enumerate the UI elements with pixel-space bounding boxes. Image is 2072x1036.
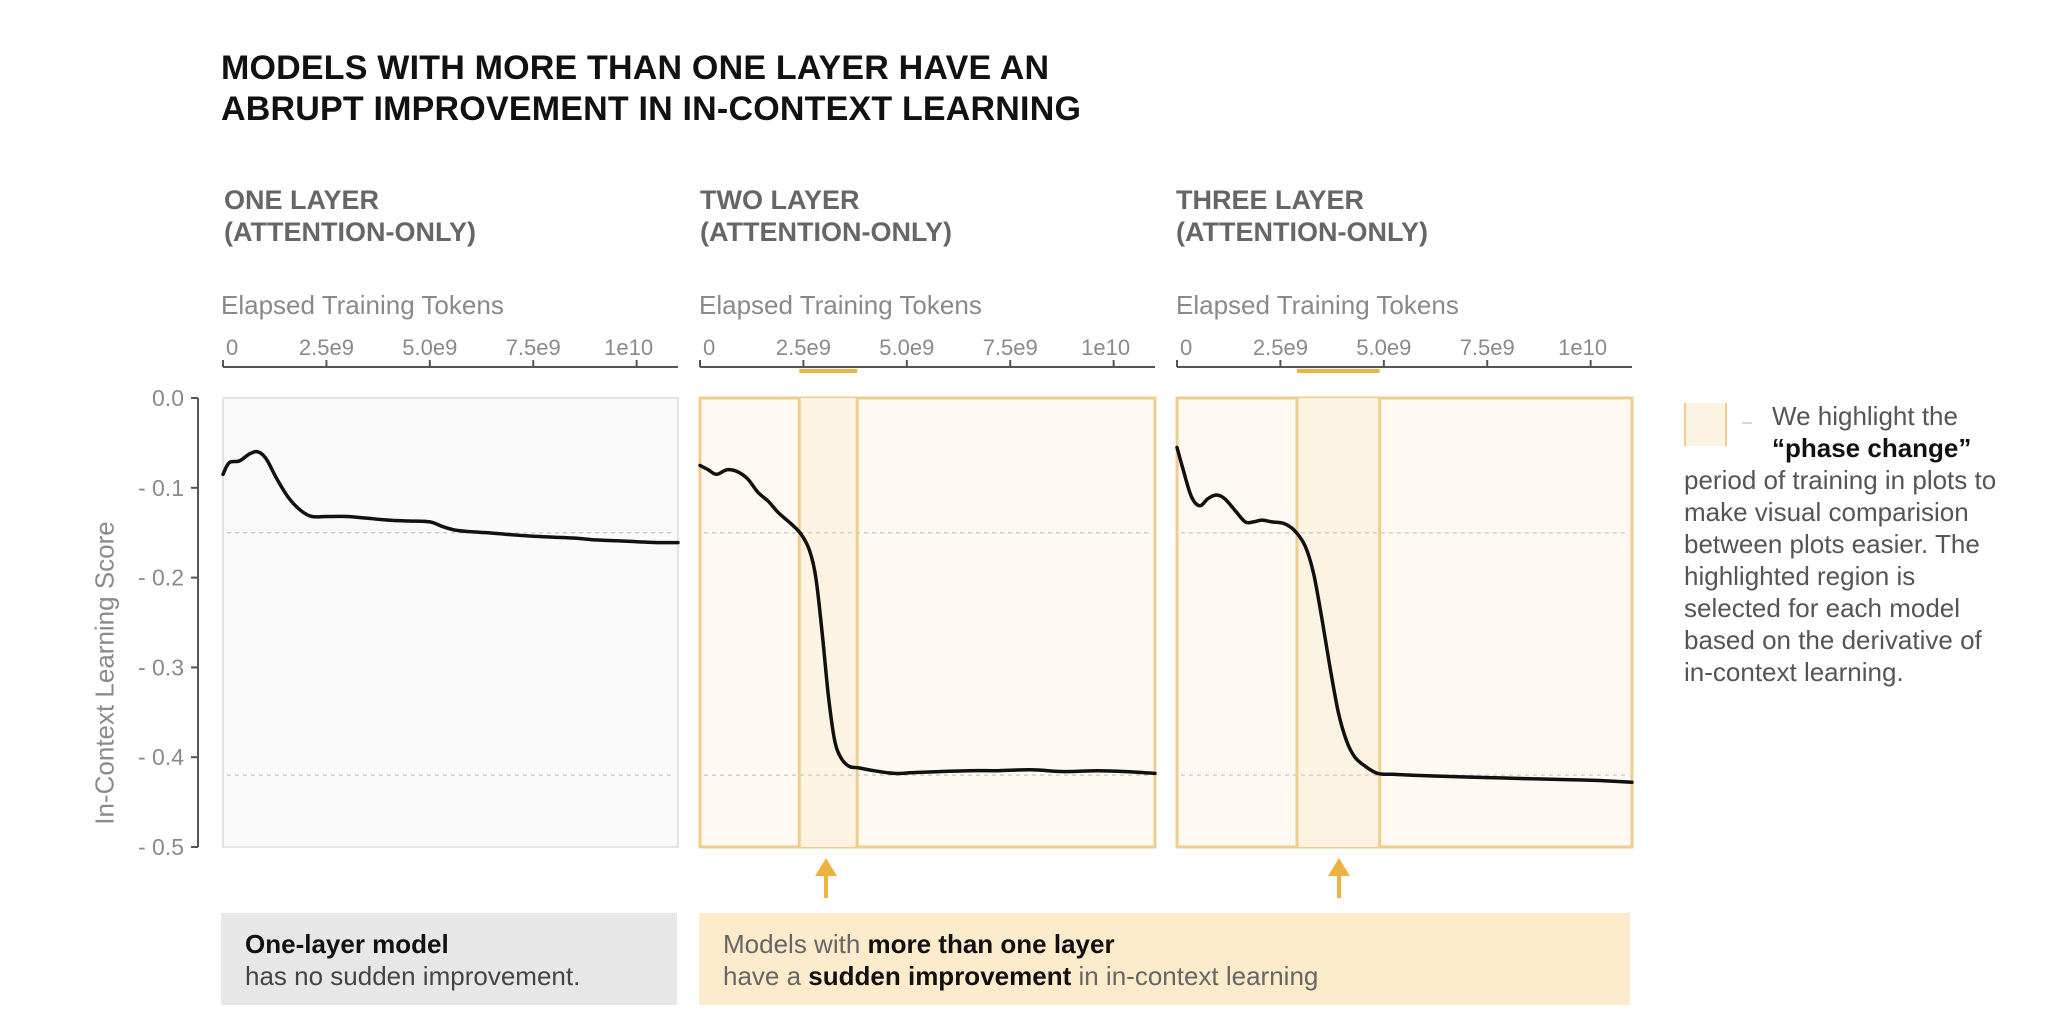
panel-title-line1: ONE LAYER xyxy=(224,185,380,215)
x-tick-label: 2.5e9 xyxy=(299,335,354,360)
series-line xyxy=(1175,445,1634,785)
x-tick-label: 5.0e9 xyxy=(879,335,934,360)
callout-text: in in-context learning xyxy=(1071,961,1319,991)
x-tick-label: 2.5e9 xyxy=(776,335,831,360)
legend-text-line: selected for each model xyxy=(1684,593,1961,623)
phase-change-band xyxy=(1296,398,1380,847)
callout-emphasis: sudden improvement xyxy=(808,961,1072,991)
main-title-line2: ABRUPT IMPROVEMENT IN IN-CONTEXT LEARNIN… xyxy=(221,90,1082,128)
panel-title-line2: (ATTENTION-ONLY) xyxy=(1176,217,1428,247)
x-tick-label: 7.5e9 xyxy=(506,335,561,360)
x-tick-label: 1e10 xyxy=(1081,335,1130,360)
x-tick-label: 7.5e9 xyxy=(1460,335,1515,360)
callout-text: Models with xyxy=(723,929,868,959)
series-line xyxy=(698,463,1157,776)
panel-title-line2: (ATTENTION-ONLY) xyxy=(700,217,952,247)
legend-text-line: period of training in plots to xyxy=(1684,465,1997,495)
phase-change-legend: We highlight the “phase change” period o… xyxy=(1684,400,2044,688)
x-axis-label: Elapsed Training Tokens xyxy=(1176,290,1459,320)
y-tick-label: - 0.3 xyxy=(138,654,184,680)
callout-emphasis: One-layer model xyxy=(245,929,449,959)
x-tick-label: 5.0e9 xyxy=(1356,335,1411,360)
panel-title-line2: (ATTENTION-ONLY) xyxy=(224,217,476,247)
phase-change-swatch xyxy=(1684,403,1727,446)
callout-text: have a xyxy=(723,961,809,991)
plot-area xyxy=(1175,396,1634,849)
x-tick-label: 1e10 xyxy=(1558,335,1607,360)
plot-area xyxy=(222,397,679,848)
y-tick-label: 0.0 xyxy=(152,385,184,411)
y-tick-label: - 0.4 xyxy=(138,744,184,770)
legend-text-line: in-context learning. xyxy=(1684,657,1904,687)
legend-text-line: between plots easier. The xyxy=(1684,529,1980,559)
plot-area xyxy=(698,396,1157,849)
phase-change-arrow-head xyxy=(1328,858,1350,876)
x-tick-label: 0 xyxy=(1180,335,1192,360)
panel-title-two-layer: TWO LAYER (ATTENTION-ONLY) xyxy=(700,184,1160,248)
series-line xyxy=(221,449,680,545)
x-tick-label: 5.0e9 xyxy=(402,335,457,360)
x-tick-label: 7.5e9 xyxy=(983,335,1038,360)
x-tick-label: 1e10 xyxy=(604,335,653,360)
main-title-line1: MODELS WITH MORE THAN ONE LAYER HAVE AN xyxy=(221,49,1050,87)
callout-text: has no sudden improvement. xyxy=(245,961,581,991)
panel-title-one-layer: ONE LAYER (ATTENTION-ONLY) xyxy=(224,184,684,248)
legend-text-emphasis: “phase change” xyxy=(1772,433,1972,463)
legend-text-line1: We highlight the xyxy=(1772,401,1958,431)
panel-title-three-layer: THREE LAYER (ATTENTION-ONLY) xyxy=(1176,184,1636,248)
panel-title-line1: THREE LAYER xyxy=(1176,185,1365,215)
legend-text-line: make visual comparision xyxy=(1684,497,1969,527)
callout-emphasis: more than one layer xyxy=(867,929,1115,959)
multi-layer-callout: Models with more than one layer have a s… xyxy=(699,913,1630,1005)
legend-connector xyxy=(1742,422,1752,424)
phase-change-arrow-head xyxy=(815,858,837,876)
legend-text-line: highlighted region is xyxy=(1684,561,1916,591)
x-tick-label: 0 xyxy=(703,335,715,360)
x-tick-label: 2.5e9 xyxy=(1253,335,1308,360)
panel-title-line1: TWO LAYER xyxy=(700,185,860,215)
x-axis-label: Elapsed Training Tokens xyxy=(221,290,504,320)
y-tick-label: - 0.5 xyxy=(138,834,184,860)
y-tick-label: - 0.1 xyxy=(138,475,184,501)
main-title: MODELS WITH MORE THAN ONE LAYER HAVE AN … xyxy=(221,48,1321,130)
x-axis-label: Elapsed Training Tokens xyxy=(699,290,982,320)
phase-change-band xyxy=(799,398,858,847)
legend-text-line: based on the derivative of xyxy=(1684,625,1982,655)
y-tick-label: - 0.2 xyxy=(138,565,184,591)
x-tick-label: 0 xyxy=(226,335,238,360)
one-layer-callout: One-layer model has no sudden improvemen… xyxy=(221,913,677,1005)
